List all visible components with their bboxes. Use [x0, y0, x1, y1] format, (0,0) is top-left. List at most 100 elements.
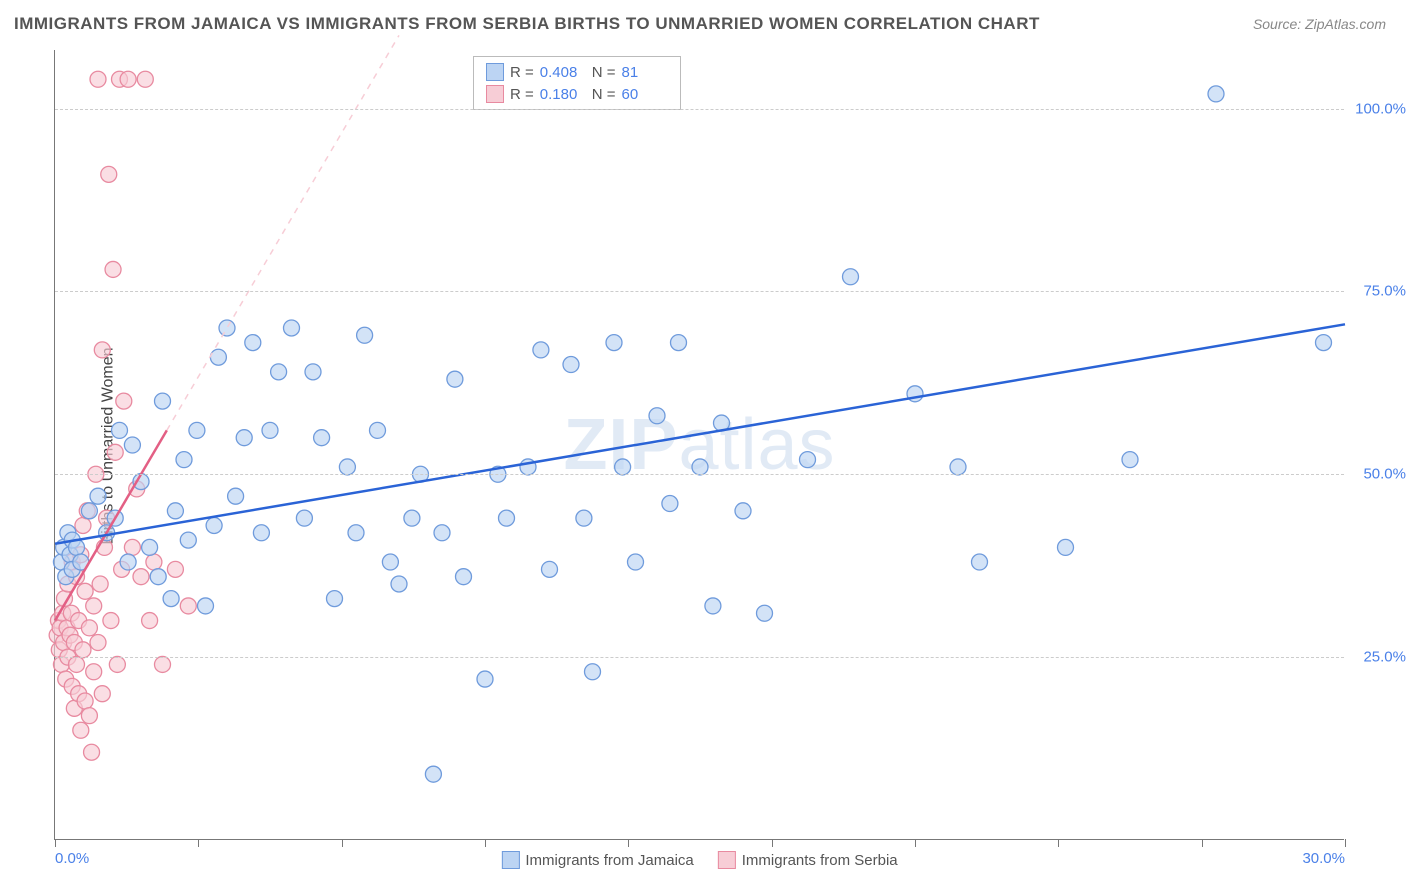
data-point: [271, 364, 287, 380]
gridline: [55, 291, 1344, 292]
x-tick: [198, 839, 199, 847]
data-point: [105, 261, 121, 277]
data-point: [585, 664, 601, 680]
data-point: [81, 708, 97, 724]
data-point: [94, 342, 110, 358]
data-point: [84, 744, 100, 760]
data-point: [357, 327, 373, 343]
data-point: [972, 554, 988, 570]
data-point: [305, 364, 321, 380]
data-point: [116, 393, 132, 409]
chart-title: IMMIGRANTS FROM JAMAICA VS IMMIGRANTS FR…: [14, 14, 1040, 34]
data-point: [425, 766, 441, 782]
data-point: [112, 422, 128, 438]
legend-label-serbia: Immigrants from Serbia: [742, 852, 898, 869]
data-point: [296, 510, 312, 526]
data-point: [133, 569, 149, 585]
data-point: [198, 598, 214, 614]
data-point: [180, 532, 196, 548]
x-tick-label: 0.0%: [55, 850, 89, 867]
x-tick: [1202, 839, 1203, 847]
gridline: [55, 109, 1344, 110]
data-point: [86, 598, 102, 614]
data-point: [120, 71, 136, 87]
data-point: [180, 598, 196, 614]
x-tick: [772, 839, 773, 847]
legend-item-serbia: Immigrants from Serbia: [718, 851, 898, 869]
data-point: [606, 335, 622, 351]
data-point: [109, 656, 125, 672]
data-point: [649, 408, 665, 424]
data-point: [176, 452, 192, 468]
data-point: [245, 335, 261, 351]
x-tick: [628, 839, 629, 847]
data-point: [142, 539, 158, 555]
data-point: [950, 459, 966, 475]
data-point: [1122, 452, 1138, 468]
data-point: [92, 576, 108, 592]
y-tick-label: 75.0%: [1363, 283, 1406, 300]
x-tick: [1058, 839, 1059, 847]
data-point: [284, 320, 300, 336]
data-point: [692, 459, 708, 475]
data-point: [142, 613, 158, 629]
data-point: [843, 269, 859, 285]
x-tick: [485, 839, 486, 847]
data-point: [1316, 335, 1332, 351]
gridline: [55, 474, 1344, 475]
x-tick: [1345, 839, 1346, 847]
gridline: [55, 657, 1344, 658]
data-point: [628, 554, 644, 570]
data-point: [1058, 539, 1074, 555]
data-point: [339, 459, 355, 475]
data-point: [382, 554, 398, 570]
data-point: [77, 693, 93, 709]
y-tick-label: 25.0%: [1363, 649, 1406, 666]
data-point: [533, 342, 549, 358]
data-point: [542, 561, 558, 577]
data-point: [124, 539, 140, 555]
data-point: [236, 430, 252, 446]
data-point: [348, 525, 364, 541]
data-point: [262, 422, 278, 438]
data-point: [101, 166, 117, 182]
data-point: [456, 569, 472, 585]
data-point: [434, 525, 450, 541]
legend-item-jamaica: Immigrants from Jamaica: [501, 851, 693, 869]
data-point: [1208, 86, 1224, 102]
data-point: [705, 598, 721, 614]
source-label: Source: ZipAtlas.com: [1253, 16, 1386, 32]
data-point: [94, 686, 110, 702]
data-point: [81, 503, 97, 519]
data-point: [77, 583, 93, 599]
swatch-jamaica-icon: [501, 851, 519, 869]
data-point: [150, 569, 166, 585]
swatch-serbia-icon: [718, 851, 736, 869]
data-point: [120, 554, 136, 570]
data-point: [314, 430, 330, 446]
x-tick-label: 30.0%: [1302, 850, 1345, 867]
data-point: [90, 488, 106, 504]
data-point: [210, 349, 226, 365]
data-point: [73, 722, 89, 738]
data-point: [75, 517, 91, 533]
data-point: [206, 517, 222, 533]
data-point: [327, 591, 343, 607]
y-tick-label: 50.0%: [1363, 466, 1406, 483]
data-point: [155, 393, 171, 409]
data-point: [103, 613, 119, 629]
data-point: [228, 488, 244, 504]
x-tick: [55, 839, 56, 847]
data-point: [477, 671, 493, 687]
data-point: [155, 656, 171, 672]
data-point: [81, 620, 97, 636]
data-point: [253, 525, 269, 541]
data-point: [107, 444, 123, 460]
data-point: [735, 503, 751, 519]
data-point: [146, 554, 162, 570]
data-point: [90, 71, 106, 87]
data-point: [563, 357, 579, 373]
data-point: [615, 459, 631, 475]
x-tick: [342, 839, 343, 847]
y-tick-label: 100.0%: [1355, 100, 1406, 117]
